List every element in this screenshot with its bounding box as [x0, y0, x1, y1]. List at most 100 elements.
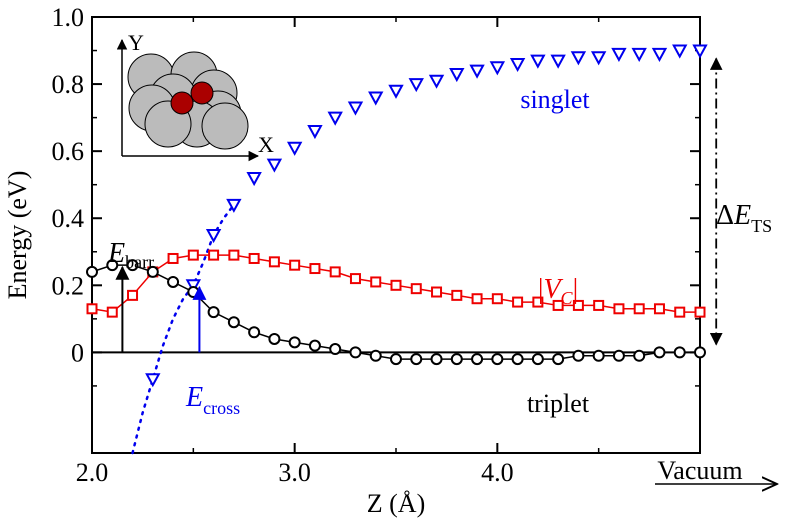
triplet-point	[430, 353, 443, 366]
axis-tick-labels: 0 0.2 0.4 0.6 0.8 1.0 2.0 3.0 4.0	[52, 3, 514, 487]
singlet-point	[408, 78, 424, 93]
molecule-atom	[190, 81, 214, 105]
y-tick-label: 0.8	[52, 70, 85, 99]
e-cross-main: E	[185, 382, 203, 413]
vc-point	[86, 303, 98, 315]
triplet-point	[511, 353, 524, 366]
vc-point	[431, 286, 443, 298]
vc-label: |VC|	[538, 274, 578, 308]
triplet-point	[207, 306, 220, 319]
triplet-point	[491, 353, 504, 366]
triplet-point	[349, 346, 362, 359]
vc-point	[471, 293, 483, 305]
triplet-point	[653, 346, 666, 359]
inset-atoms	[127, 51, 249, 150]
y-axis-label: Energy (eV)	[3, 171, 32, 300]
triplet-point	[86, 265, 98, 278]
surface-atom	[201, 102, 249, 150]
singlet-point	[246, 171, 262, 187]
triplet-point	[410, 353, 423, 366]
y-tick-label: 1.0	[52, 3, 85, 32]
vc-point	[370, 276, 382, 288]
singlet-label: singlet	[520, 85, 590, 114]
singlet-point	[611, 47, 627, 62]
triplet-point	[167, 275, 180, 288]
vc-point	[228, 249, 240, 261]
x-tick-label: 3.0	[278, 458, 311, 487]
vc-point	[633, 303, 645, 315]
triplet-point	[308, 339, 321, 352]
singlet-point	[226, 198, 242, 213]
vc-point	[572, 299, 584, 311]
vc-point	[674, 306, 686, 318]
vc-label-sub: C	[561, 288, 574, 308]
vc-point	[390, 279, 402, 291]
triplet-point	[126, 259, 139, 272]
triplet-point	[450, 353, 463, 366]
e-barr-sub: barr	[125, 252, 154, 272]
triplet-point	[227, 316, 240, 329]
singlet-point	[509, 57, 526, 73]
singlet-point	[570, 51, 587, 66]
triplet-point	[531, 353, 544, 366]
triplet-point	[288, 336, 301, 349]
singlet-point	[672, 44, 688, 59]
vc-point	[532, 296, 544, 308]
singlet-point	[185, 279, 202, 294]
y-tick-label: 0.6	[52, 137, 85, 166]
delta-ts-symbol: Δ	[716, 200, 734, 231]
e-cross-label: Ecross	[185, 382, 240, 418]
vc-point	[552, 299, 564, 311]
vc-point	[127, 289, 139, 301]
singlet-point	[590, 51, 607, 66]
delta-ts-label: ΔETS	[716, 200, 772, 236]
inset: Y X	[116, 30, 274, 162]
singlet-point	[692, 44, 708, 59]
singlet-point	[469, 64, 485, 79]
vc-point	[694, 306, 706, 318]
vc-point	[593, 299, 605, 311]
triplet-point	[572, 349, 585, 362]
x-tick-label: 2.0	[76, 458, 109, 487]
y-tick-label: 0	[71, 338, 84, 367]
series-line	[91, 264, 700, 360]
triplet-label: triplet	[527, 389, 590, 418]
series-square	[86, 249, 706, 318]
singlet-point	[550, 54, 566, 69]
vc-point	[329, 266, 341, 278]
singlet-point	[388, 84, 404, 99]
vc-label-open: |	[538, 274, 544, 305]
triplet-point	[552, 353, 565, 366]
x-axis-label: Z (Å)	[367, 489, 425, 518]
vc-point	[309, 263, 321, 275]
singlet-point	[651, 47, 668, 62]
inset-y-label: Y	[128, 30, 144, 55]
x-tick-label: 4.0	[481, 458, 514, 487]
singlet-point	[307, 125, 323, 140]
triplet-point	[633, 349, 646, 362]
triplet-point	[592, 349, 605, 362]
singlet-point	[286, 141, 303, 156]
vc-point	[349, 273, 361, 285]
triplet-point	[187, 286, 200, 299]
vc-point	[653, 303, 665, 315]
singlet-point	[205, 229, 222, 244]
triplet-point	[471, 353, 484, 366]
vacuum-label: Vacuum	[657, 456, 742, 485]
singlet-point	[530, 54, 546, 69]
triplet-point	[369, 349, 382, 362]
vc-point	[167, 252, 179, 264]
triplet-point	[268, 332, 281, 345]
vc-point	[512, 296, 524, 308]
singlet-point	[631, 47, 647, 62]
y-tick-label: 0.4	[52, 204, 85, 233]
series-triangle-down	[131, 44, 708, 455]
triplet-point	[329, 343, 342, 356]
triplet-point	[248, 326, 261, 339]
singlet-point	[428, 74, 445, 89]
e-barr-label: Ebarr	[107, 238, 154, 272]
triplet-point	[694, 346, 706, 359]
vc-point	[491, 293, 503, 305]
triplet-point	[390, 353, 402, 366]
